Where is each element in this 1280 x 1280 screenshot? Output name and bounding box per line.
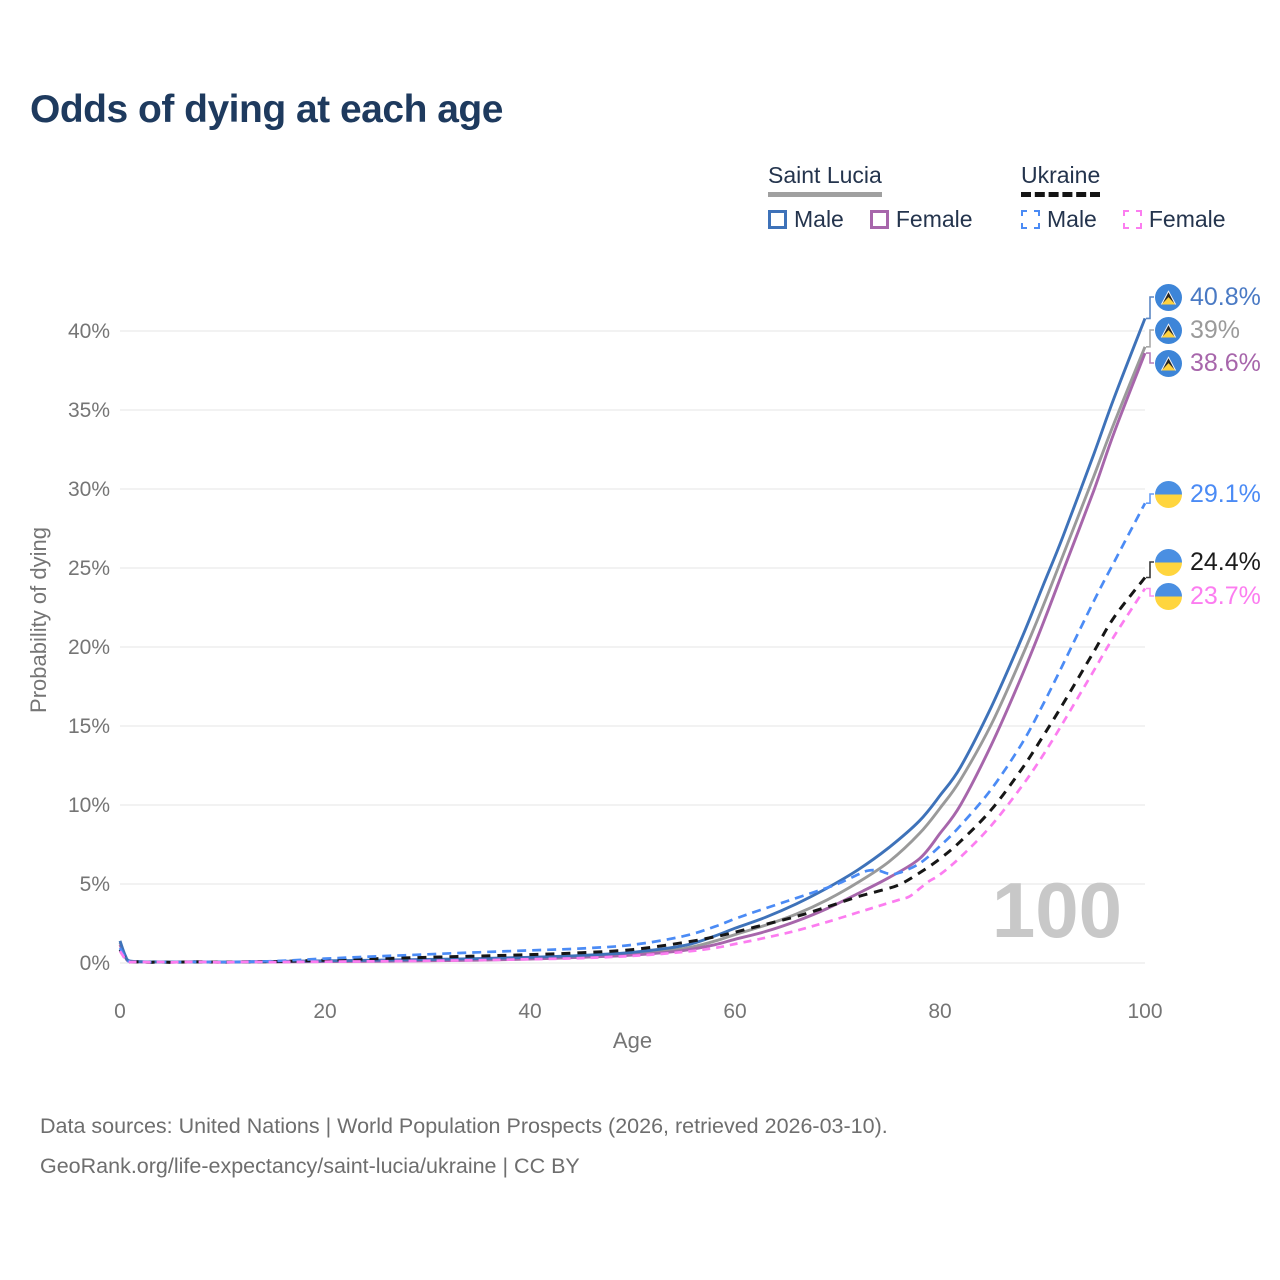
legend-item-label: Male [794, 206, 844, 232]
plot-hover-area[interactable] [120, 290, 1145, 963]
legend-group-ukraine: Ukraine Male Female [1021, 162, 1226, 233]
label-connector-slf [1146, 352, 1154, 364]
y-tick-label: 40% [68, 320, 110, 343]
end-label-saint-lucia-male: 40.8% [1155, 282, 1261, 312]
end-label-saint-lucia-female: 38.6% [1155, 348, 1261, 378]
ukraine-flag-icon [1155, 480, 1182, 508]
x-axis-title: Age [613, 1028, 652, 1053]
end-label-ukraine-both: 24.4% [1155, 547, 1261, 577]
x-tick-label: 80 [928, 1000, 951, 1023]
y-tick-label: 20% [68, 636, 110, 659]
ukraine-female-swatch-icon [1122, 210, 1142, 229]
legend-item-ukraine-male[interactable]: Male [1021, 206, 1097, 233]
legend-country-ukraine[interactable]: Ukraine [1021, 162, 1101, 197]
saint-lucia-male-swatch-icon [768, 210, 787, 229]
y-tick-label: 30% [68, 478, 110, 501]
end-value: 29.1% [1190, 479, 1261, 508]
legend-group-saint-lucia: Saint Lucia Male Female [768, 162, 973, 233]
y-tick-label: 35% [68, 399, 110, 422]
x-tick-label: 20 [313, 1000, 336, 1023]
end-label-ukraine-female: 23.7% [1155, 581, 1261, 611]
label-connector-slm [1146, 296, 1154, 320]
end-value: 24.4% [1190, 547, 1261, 576]
end-value: 39% [1190, 315, 1241, 344]
series-line-ukf[interactable] [118, 587, 1147, 964]
y-tick-label: 10% [68, 794, 110, 817]
legend-item-saint-lucia-male[interactable]: Male [768, 206, 844, 233]
x-tick-label: 100 [1127, 1000, 1162, 1023]
legend-item-saint-lucia-female[interactable]: Female [869, 206, 973, 233]
legend-item-label: Male [1047, 206, 1097, 232]
end-value: 23.7% [1190, 581, 1261, 610]
y-axis-title: Probability of dying [26, 527, 51, 713]
footer: Data sources: United Nations | World Pop… [40, 1106, 888, 1186]
hovered-age-watermark: 100 [992, 866, 1122, 954]
x-tick-label: 0 [114, 1000, 126, 1023]
attribution-line: GeoRank.org/life-expectancy/saint-lucia/… [40, 1154, 580, 1178]
y-tick-label: 25% [68, 557, 110, 580]
label-connector-ukm [1146, 493, 1154, 504]
data-sources-line: Data sources: United Nations | World Pop… [40, 1114, 888, 1138]
series-line-ukm[interactable] [118, 502, 1147, 964]
page-title: Odds of dying at each age [30, 88, 503, 131]
y-tick-label: 5% [80, 873, 110, 896]
y-tick-label: 15% [68, 715, 110, 738]
label-connector-ukf [1146, 587, 1154, 597]
end-value: 38.6% [1190, 348, 1261, 377]
end-value: 40.8% [1190, 282, 1261, 311]
legend-item-ukraine-female[interactable]: Female [1122, 206, 1226, 233]
x-tick-label: 60 [723, 1000, 746, 1023]
legend-item-label: Female [895, 206, 973, 232]
ukraine-flag-icon [1155, 582, 1182, 610]
label-connector-ukt [1146, 561, 1154, 579]
legend-item-label: Female [1148, 206, 1226, 232]
saint-lucia-female-swatch-icon [869, 210, 889, 229]
label-connector-slt [1146, 329, 1154, 348]
legend-country-saint-lucia[interactable]: Saint Lucia [768, 162, 882, 197]
end-label-ukraine-male: 29.1% [1155, 479, 1261, 509]
x-tick-label: 40 [518, 1000, 541, 1023]
saint-lucia-flag-icon [1155, 349, 1182, 377]
saint-lucia-flag-icon [1155, 316, 1182, 344]
y-tick-label: 0% [80, 952, 110, 975]
end-label-saint-lucia-both: 39% [1155, 315, 1240, 345]
ukraine-male-swatch-icon [1021, 210, 1040, 229]
series-line-ukt[interactable] [118, 576, 1147, 964]
ukraine-flag-icon [1155, 548, 1182, 576]
saint-lucia-flag-icon [1155, 283, 1182, 311]
